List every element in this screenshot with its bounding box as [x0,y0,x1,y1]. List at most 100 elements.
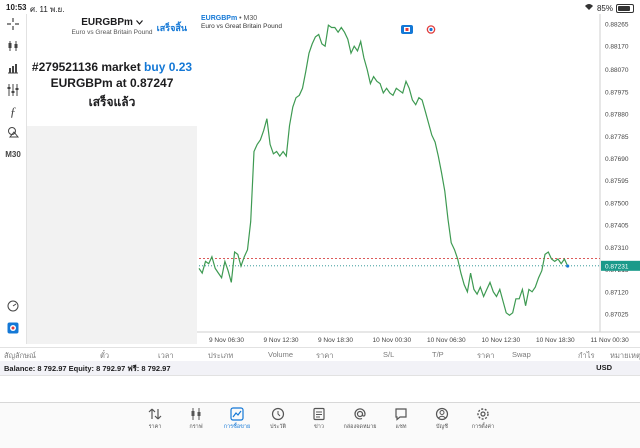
y-tick-label: 0.87405 [605,223,629,230]
tab-label: การซื้อขาย [223,424,251,430]
column-header[interactable]: ตั๋ว [100,351,110,360]
account-currency: USD [596,363,612,372]
function-icon[interactable]: ƒ [9,104,17,119]
tab-bar: ราคา กราฟ การซื้อขาย ประวัติ ข่าว กล่องจดหมาย… [0,402,640,448]
x-tick-label: 10 Nov 18:30 [536,337,575,344]
tab-mailbox[interactable]: กล่องจดหมาย [341,407,379,431]
tab-chat[interactable]: แชท [382,407,420,431]
balance-text: Balance: 8 792.97 Equity: 8 792.97 ฟรี: … [4,364,171,373]
candlestick-icon[interactable] [3,38,23,54]
last-price-point [566,264,570,268]
x-tick-label: 9 Nov 18:30 [318,337,353,344]
wifi-icon [584,3,594,13]
column-header[interactable]: S/L [383,350,395,359]
status-date: ศ. 11 พ.ย. [30,5,65,14]
tab-label: ประวัติ [269,424,287,430]
status-bar: 10:53 ศ. 11 พ.ย. 85% [0,0,640,14]
column-header[interactable]: เวลา [158,351,174,360]
order-ticket: #279521136 market [31,60,141,74]
battery-level-fill [618,5,630,11]
chat-icon [382,407,420,421]
buy-one-click-icon[interactable] [425,21,437,34]
tab-label: กราฟ [189,424,203,430]
y-tick-label: 0.87785 [605,134,629,141]
column-header[interactable]: Swap [512,350,531,359]
order-price: 0.87247 [129,76,174,90]
y-tick-label: 0.87120 [605,289,629,296]
order-symbol-at: EURGBPm at [50,76,127,90]
tab-label: แชท [395,424,407,430]
column-header[interactable]: ราคา [477,351,495,360]
crosshair-icon[interactable] [3,16,23,32]
order-side-volume: buy 0.23 [144,60,193,74]
tab-label: การตั้งค่า [471,424,495,430]
history-icon [259,407,297,421]
current-price-label-bg [601,260,640,271]
column-header[interactable]: Volume [268,350,294,359]
y-tick-label: 0.88070 [605,67,629,74]
column-header[interactable]: กำไร [578,351,595,360]
chevron-down-icon [135,17,143,28]
speedometer-icon[interactable] [3,298,23,314]
order-price-line: EURGBPm at 0.87247 [27,76,197,90]
indicators-icon[interactable] [3,60,23,76]
y-tick-label: 0.88170 [605,44,629,51]
x-tick-label: 9 Nov 06:30 [209,337,244,344]
tab-trade[interactable]: การซื้อขาย [218,407,256,431]
tab-label: บัญชี [436,424,448,430]
order-status: เสร็จแล้ว [88,95,136,109]
tab-history[interactable]: ประวัติ [259,407,297,431]
tab-label: ราคา [148,424,162,430]
symbol-selector[interactable]: EURGBPm [27,17,197,28]
symbol-description: Euro vs Great Britain Pound [71,29,153,36]
column-header[interactable]: ราคา [316,351,334,360]
y-tick-label: 0.87690 [605,156,629,163]
column-header[interactable]: หมายเหตุ [610,351,640,360]
y-tick-label: 0.87880 [605,112,629,119]
x-tick-label: 9 Nov 12:30 [264,337,299,344]
x-tick-label: 10 Nov 06:30 [427,337,466,344]
order-panel: EURGBPm Euro vs Great Britain Pound เสร็… [27,14,197,344]
one-click-icon[interactable] [3,320,23,336]
done-button[interactable]: เสร็จสิ้น [156,23,187,33]
chart-description: Euro vs Great Britain Pound [201,23,282,30]
status-right: 85% [584,3,634,13]
x-tick-label: 11 Nov 00:30 [591,337,630,344]
column-header[interactable]: T/P [432,350,444,359]
battery-percent: 85% [596,3,613,13]
tab-chart[interactable]: กราฟ [177,407,215,431]
objects-icon[interactable] [3,124,23,140]
chart-title: EURGBPm • M30 [201,15,257,22]
price-chart[interactable]: 0.88265 0.88170 0.88070 0.87975 0.87880 0.877… [197,14,640,346]
settings-icon [464,407,502,421]
tab-account[interactable]: บัญชี [423,407,461,431]
tab-label: กล่องจดหมาย [343,424,377,430]
mailbox-icon [341,407,379,421]
y-tick-label: 0.87500 [605,200,629,207]
news-icon [300,407,338,421]
x-tick-label: 10 Nov 12:30 [482,337,521,344]
column-header[interactable]: ประเภท [208,351,234,360]
tab-settings[interactable]: การตั้งค่า [464,407,502,431]
current-price-label: 0.87231 [605,263,629,270]
chart-canvas[interactable]: 0.88265 0.88170 0.88070 0.87975 0.87880 0.877… [197,14,640,346]
balance-bar: Balance: 8 792.97 Equity: 8 792.97 ฟรี: … [0,361,640,376]
battery-icon [616,3,634,13]
chart-toolbar: ƒ M30 [0,14,27,344]
y-tick-label: 0.87025 [605,312,629,319]
order-ticket-line: #279521136 market buy 0.23 [27,60,197,74]
timeframe-button[interactable]: M30 [5,149,21,159]
tab-label: ข่าว [314,424,324,430]
y-tick-label: 0.87975 [605,89,629,96]
trade-icon [218,407,256,421]
y-tick-label: 0.87595 [605,178,629,185]
sell-one-click-icon[interactable] [401,21,413,34]
price-line-series [198,24,569,316]
tab-news[interactable]: ข่าว [300,407,338,431]
y-tick-label: 0.87310 [605,245,629,252]
column-header[interactable]: สัญลักษณ์ [4,351,37,360]
quotes-icon [136,407,174,421]
sliders-icon[interactable] [3,82,23,98]
x-tick-label: 10 Nov 00:30 [373,337,412,344]
tab-quotes[interactable]: ราคา [136,407,174,431]
